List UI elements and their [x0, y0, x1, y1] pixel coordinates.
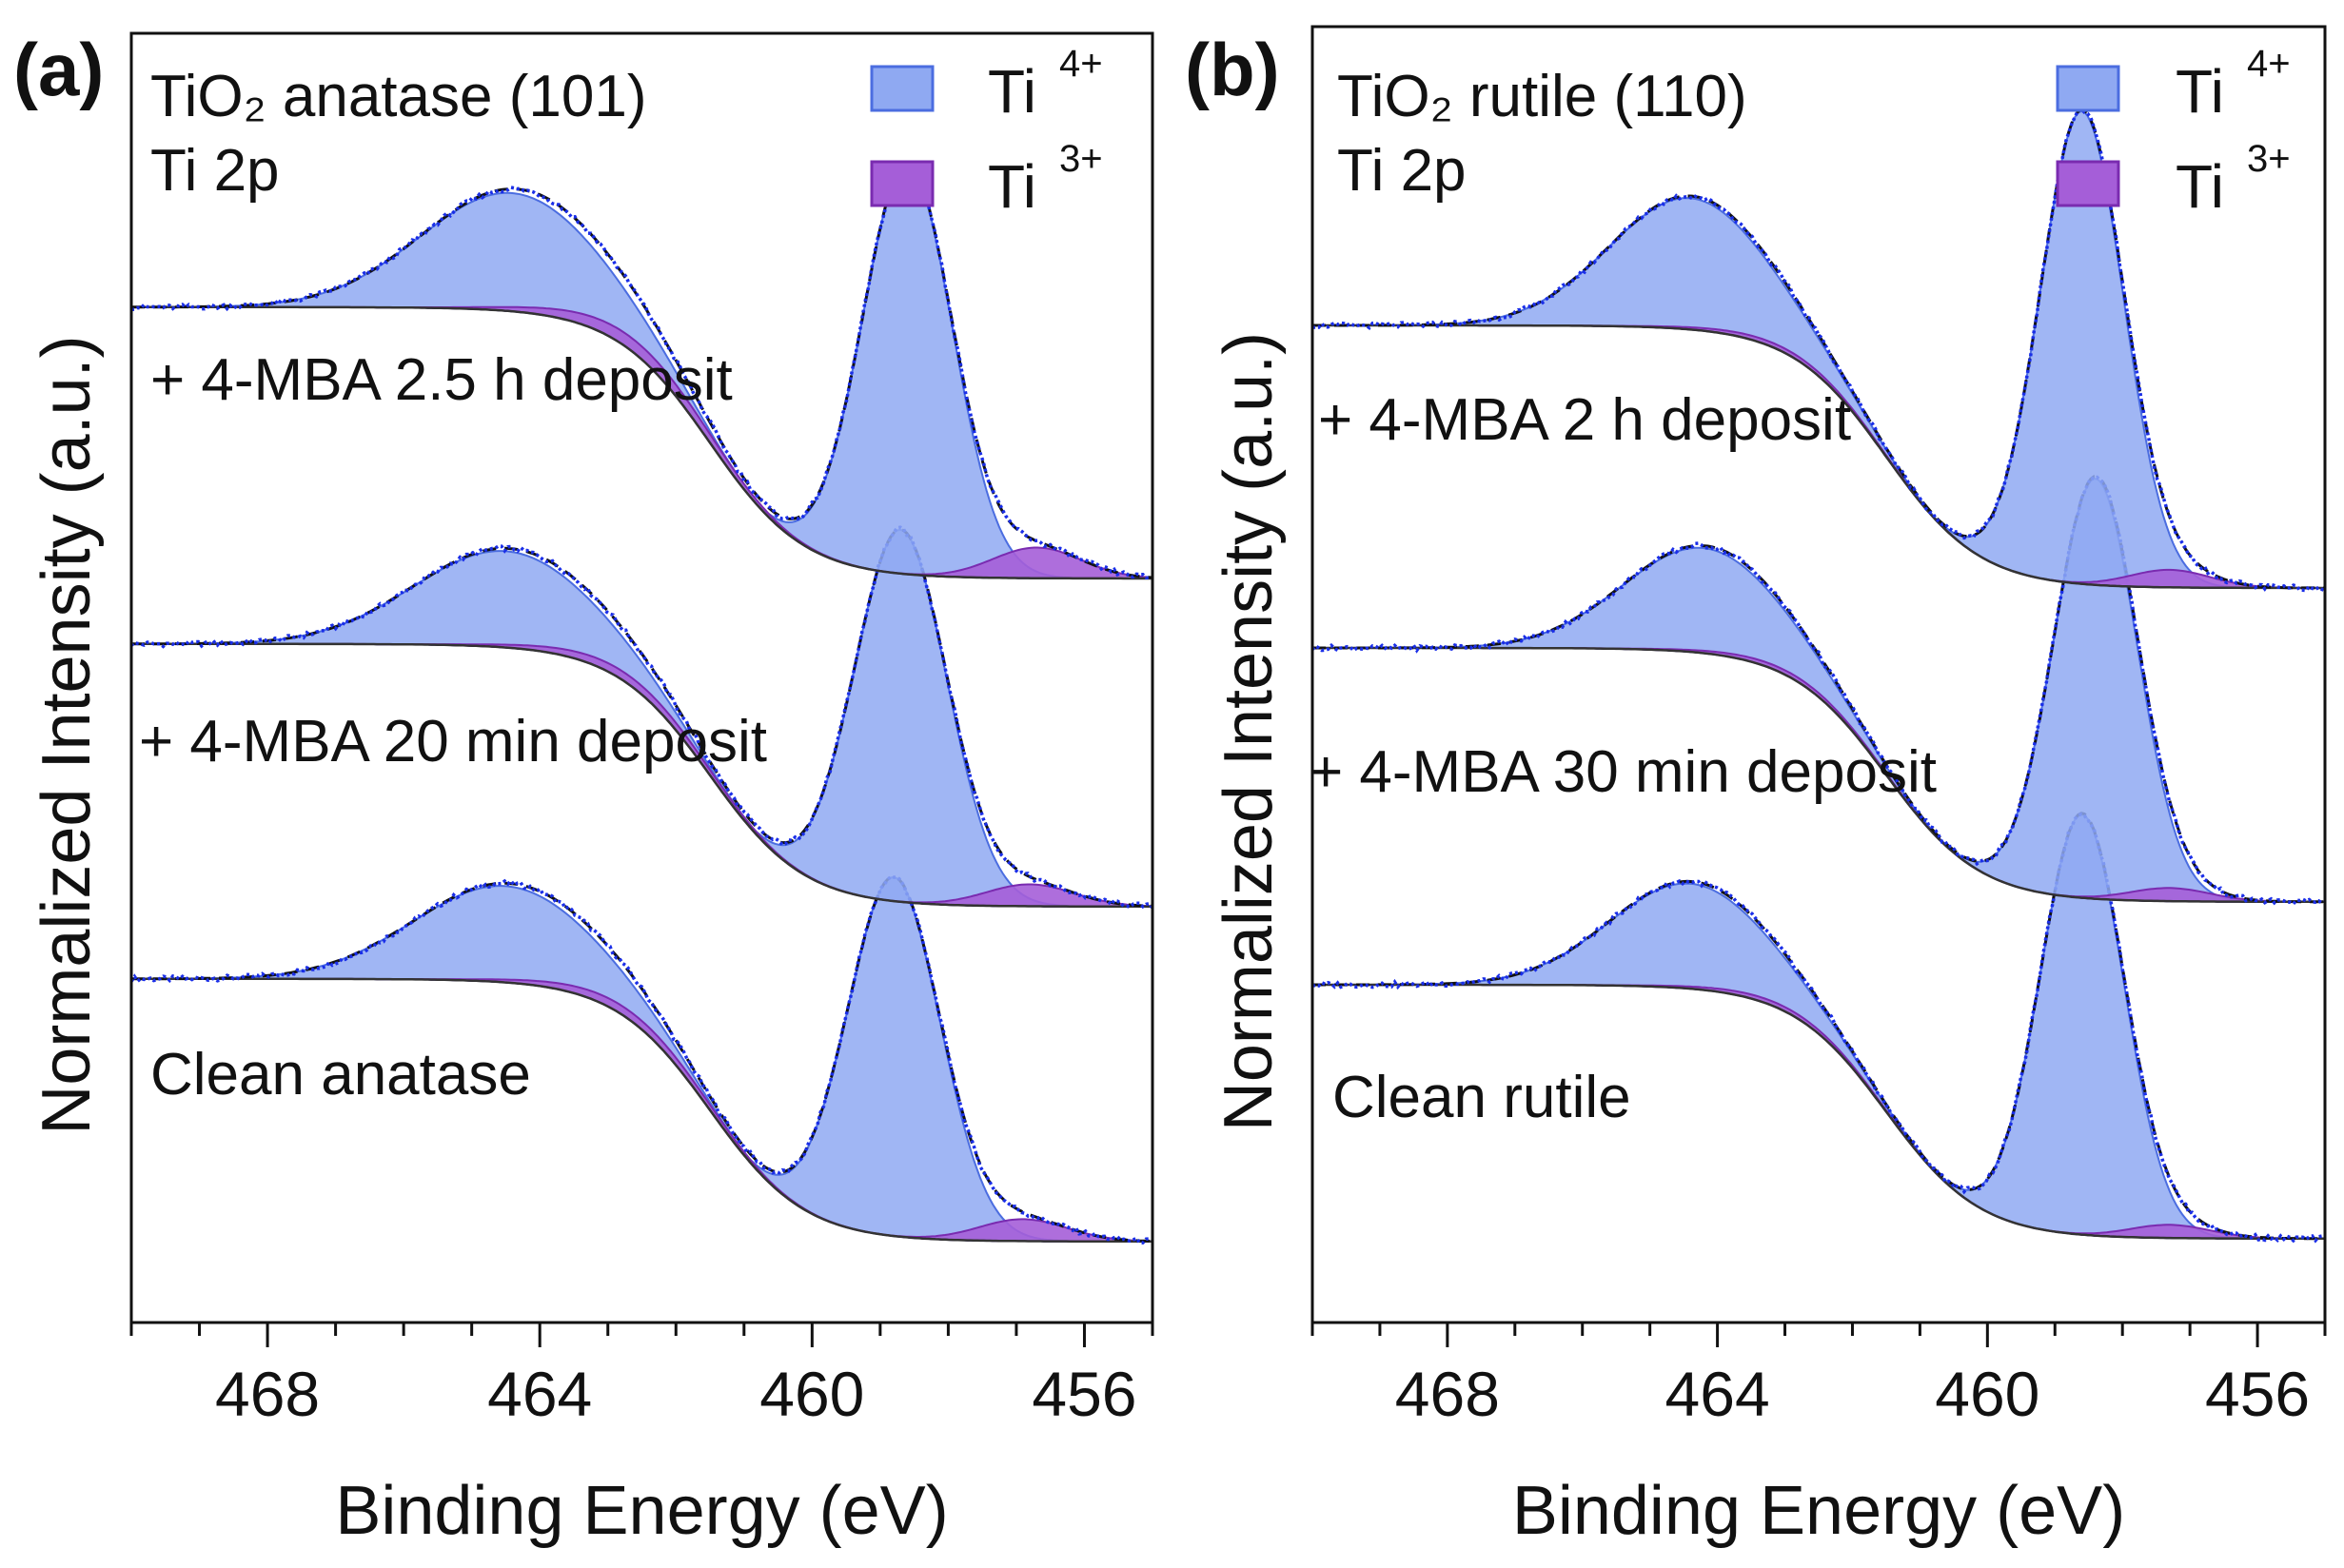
x-axis-label: Binding Energy (eV)	[1512, 1473, 2125, 1549]
trace-label: + 4-MBA 2.5 h deposit	[150, 347, 733, 413]
y-axis-label: Normalized Intensity (a.u.)	[1211, 332, 1287, 1131]
plot-area	[1312, 107, 2325, 1244]
background-line-1	[131, 642, 1152, 909]
legend-label: Ti	[988, 57, 1036, 126]
legend-superscript: 3+	[1059, 138, 1103, 180]
background-line-2	[131, 305, 1152, 580]
sample-title: TiO₂ anatase (101)	[150, 64, 646, 129]
x-tick-label: 456	[2205, 1359, 2310, 1429]
x-tick-label: 456	[1032, 1359, 1136, 1429]
sample-subtitle: Ti 2p	[150, 138, 280, 204]
x-tick-label: 464	[1665, 1359, 1770, 1429]
plot-area	[131, 160, 1152, 1245]
envelope-line-0	[131, 874, 1152, 1243]
measured-data-0	[131, 874, 1152, 1245]
legend-superscript: 3+	[2247, 138, 2291, 180]
legend-swatch	[2056, 160, 2120, 207]
trace-label: + 4-MBA 2 h deposit	[1318, 387, 1851, 453]
trace-label: Clean anatase	[150, 1042, 531, 1107]
y-axis-label: Normalized Intensity (a.u.)	[29, 335, 105, 1134]
background-line-2	[1312, 323, 2325, 590]
measured-data-2	[131, 160, 1152, 579]
legend-label: Ti	[2176, 152, 2224, 221]
panel-letter: (a)	[13, 28, 104, 111]
x-tick-label: 464	[487, 1359, 592, 1429]
legend-superscript: 4+	[2247, 43, 2291, 85]
legend-swatch	[2056, 65, 2120, 112]
legend-label: Ti	[988, 152, 1036, 221]
trace-label: + 4-MBA 20 min deposit	[139, 709, 767, 774]
x-tick-label: 460	[759, 1359, 864, 1429]
trace-label: Clean rutile	[1332, 1065, 1631, 1130]
panel-a: + 4-MBA 2.5 h deposit + 4-MBA 20 min depo…	[13, 28, 1154, 1549]
panel-letter: (b)	[1185, 28, 1280, 111]
plot-frame	[129, 31, 1154, 1324]
legend-swatch	[870, 65, 935, 112]
legend-swatch	[870, 160, 935, 207]
legend-label: Ti	[2176, 57, 2224, 126]
sample-title: TiO₂ rutile (110)	[1337, 64, 1747, 129]
trace-label: + 4-MBA 30 min deposit	[1309, 739, 1937, 805]
legend-superscript: 4+	[1059, 43, 1103, 85]
background-line-0	[131, 977, 1152, 1244]
plot-frame	[1310, 25, 2327, 1324]
sample-subtitle: Ti 2p	[1337, 138, 1467, 204]
x-tick-label: 468	[1395, 1359, 1500, 1429]
measured-data-1	[131, 525, 1152, 910]
x-tick-label: 468	[215, 1359, 320, 1429]
panel-b: + 4-MBA 2 h deposit + 4-MBA 30 min deposi…	[1185, 25, 2327, 1549]
x-axis-label: Binding Energy (eV)	[335, 1473, 948, 1549]
background-line-0	[1312, 983, 2325, 1241]
measured-data-1	[1312, 475, 2325, 907]
x-tick-label: 460	[1935, 1359, 2039, 1429]
